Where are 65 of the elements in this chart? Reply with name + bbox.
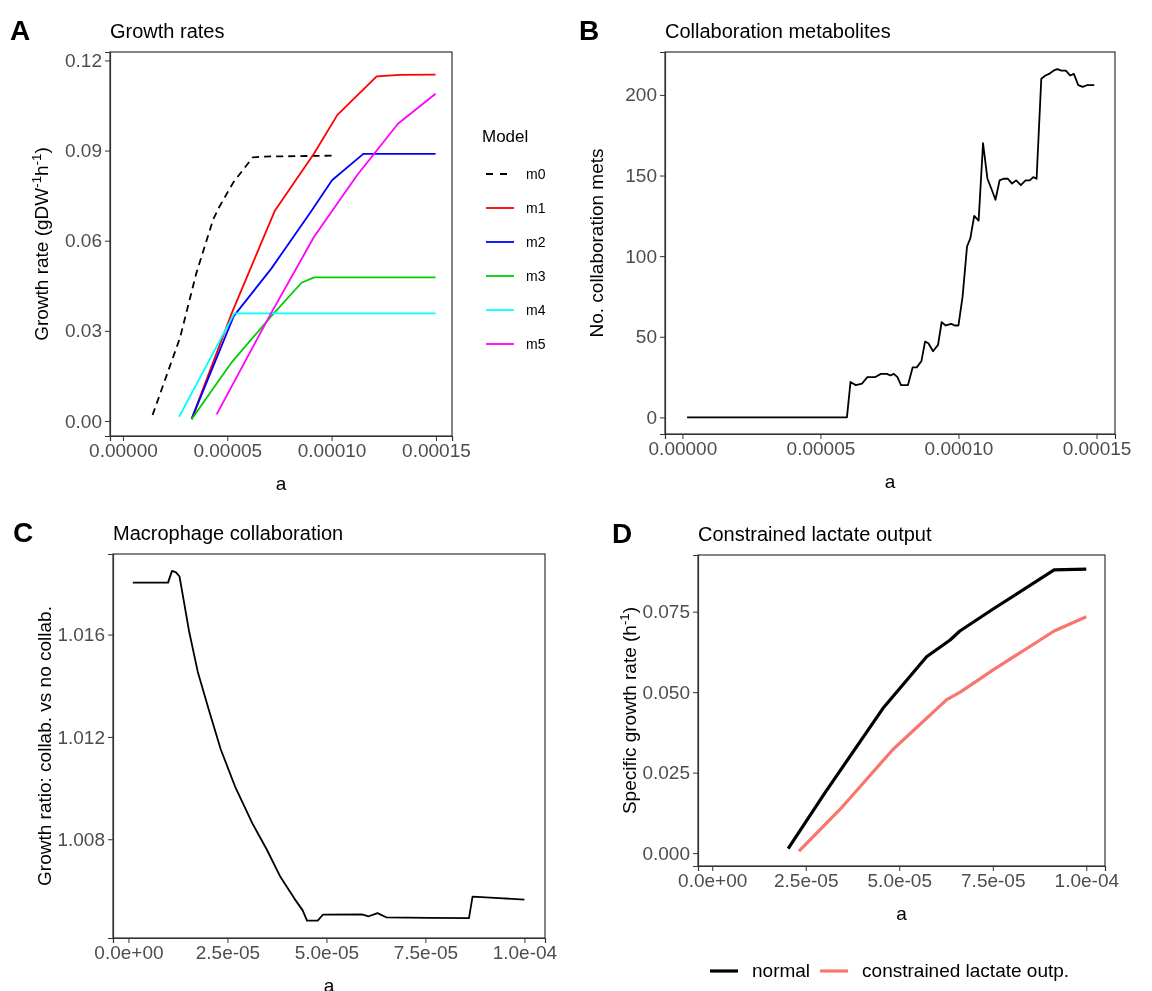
line-series [786, 567, 1088, 851]
y-tick-label: 150 [625, 165, 657, 187]
x-tick-label: 0.0e+00 [94, 942, 164, 964]
x-tick-label: 0.00010 [924, 438, 994, 460]
y-tick-label: 0.025 [642, 762, 690, 784]
y-tick-label: 0.000 [642, 842, 690, 864]
y-tick-label: 0.03 [65, 320, 102, 342]
legend-label: m4 [526, 302, 546, 318]
line-series [190, 152, 437, 421]
text: D [612, 518, 633, 549]
x-tick-label: 7.5e-05 [961, 870, 1026, 892]
x-tick-label: 0.00005 [193, 440, 263, 462]
x-tick-label: 0.00015 [1062, 438, 1132, 460]
legend-label: constrained lactate outp. [862, 960, 1070, 981]
legend-label: m0 [526, 166, 546, 182]
x-axis-title: a [884, 471, 896, 492]
line-series [190, 276, 437, 421]
text: A [10, 15, 31, 46]
x-tick-label: 0.00005 [786, 438, 856, 460]
x-tick-label: 0.00010 [297, 440, 367, 462]
legend-label: m3 [526, 268, 546, 284]
line-series [215, 92, 437, 416]
y-tick-label: 100 [625, 245, 657, 267]
text: B [579, 15, 600, 46]
y-tick-label: 200 [625, 84, 657, 106]
y-tick-label: 50 [635, 326, 657, 348]
x-tick-label: 5.0e-05 [867, 870, 932, 892]
y-tick-label: 1.016 [57, 624, 105, 646]
line-series [686, 68, 1096, 419]
legend-label: m2 [526, 234, 546, 250]
y-tick-label: 1.012 [57, 726, 105, 748]
x-tick-label: 2.5e-05 [774, 870, 839, 892]
y-tick-label: 0.09 [65, 140, 102, 162]
x-tick-label: 0.00000 [89, 440, 158, 462]
y-tick-label: 0.00 [65, 410, 102, 432]
legend-label: normal [752, 960, 811, 981]
line-series [151, 154, 333, 416]
y-tick-label: 0.075 [642, 601, 690, 623]
legend-title: Model [482, 127, 529, 146]
x-tick-label: 0.0e+00 [678, 870, 748, 892]
x-axis-title: a [275, 473, 287, 494]
y-tick-label: 1.008 [57, 828, 105, 850]
y-axis-title: Growth ratio: collab. vs no collab. [34, 606, 55, 886]
legend-label: m5 [526, 336, 546, 352]
chart-title: Macrophage collaboration [113, 522, 344, 544]
chart-title: Collaboration metabolites [665, 20, 891, 42]
x-tick-label: 0.00015 [402, 440, 471, 462]
x-tick-label: 1.0e-04 [492, 942, 558, 964]
x-tick-label: 0.00000 [648, 438, 718, 460]
y-tick-label: 0.12 [65, 49, 102, 71]
y-tick-label: 0 [646, 406, 657, 428]
legend-label: m1 [526, 200, 546, 216]
chart-title: Growth rates [110, 20, 225, 42]
y-tick-label: 0.050 [642, 681, 690, 703]
line-series [131, 569, 526, 922]
x-tick-label: 2.5e-05 [195, 942, 261, 964]
chart-title: Constrained lactate output [698, 523, 932, 545]
line-series [797, 615, 1088, 853]
x-tick-label: 1.0e-04 [1054, 870, 1120, 892]
y-tick-label: 0.06 [65, 230, 102, 252]
x-tick-label: 5.0e-05 [294, 942, 360, 964]
text: C [13, 517, 34, 548]
x-axis-title: a [896, 903, 908, 924]
y-axis-title: No. collaboration mets [586, 148, 607, 338]
x-tick-label: 7.5e-05 [393, 942, 459, 964]
